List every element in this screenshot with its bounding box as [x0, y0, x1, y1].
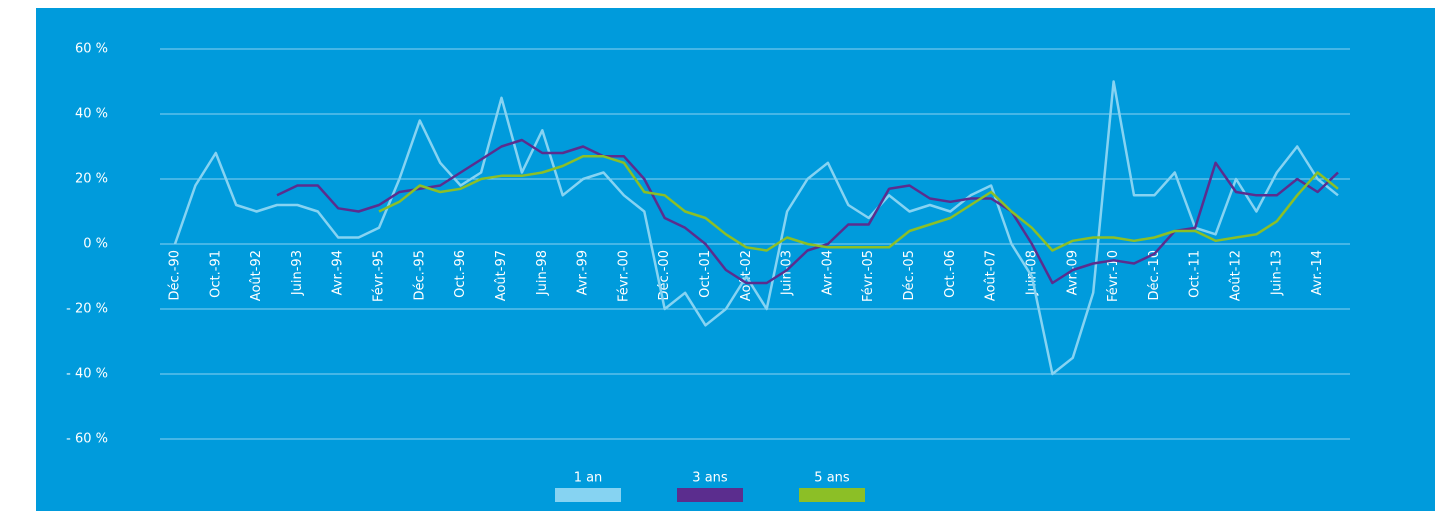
x-tick-label: Déc.-95: [412, 250, 427, 301]
x-tick-label: Avr.-14: [1310, 250, 1325, 295]
x-tick-label: Juin-08: [1024, 250, 1039, 296]
y-tick-label: 60 %: [75, 42, 108, 57]
y-tick-label: - 60 %: [66, 432, 108, 447]
x-tick-label: Févr.-10: [1106, 250, 1121, 302]
x-tick-label: Août-92: [249, 250, 264, 301]
chart-background: [36, 8, 1435, 511]
x-tick-label: Août-97: [494, 250, 509, 301]
x-tick-label: Août-07: [984, 250, 999, 301]
x-tick-label: Août-12: [1228, 250, 1243, 301]
line-series: [173, 80, 1339, 376]
legend-swatch: [799, 488, 865, 502]
y-tick-label: 20 %: [75, 172, 108, 187]
x-tick-label: Juin-03: [780, 250, 795, 296]
x-tick-label: Oct.-01: [698, 250, 713, 298]
x-tick-label: Févr.-95: [372, 250, 387, 302]
y-tick-label: 0 %: [83, 237, 108, 252]
x-tick-label: Févr.-05: [861, 250, 876, 302]
legend-label: 1 an: [574, 471, 603, 486]
x-tick-label: Avr.-99: [576, 250, 591, 295]
x-tick-label: Avr.-94: [331, 250, 346, 295]
x-tick-label: Juin-93: [290, 250, 305, 296]
y-tick-label: 40 %: [75, 107, 108, 122]
x-tick-label: Déc.-05: [902, 250, 917, 301]
y-tick-label: - 40 %: [66, 367, 108, 382]
legend-label: 3 ans: [692, 471, 728, 486]
legend-swatch: [677, 488, 743, 502]
line-series: [378, 155, 1339, 252]
legend-label: 5 ans: [814, 471, 850, 486]
x-tick-label: Déc.-10: [1147, 250, 1162, 301]
x-tick-label: Avr.-04: [820, 250, 835, 295]
x-tick-label: Oct.-96: [453, 250, 468, 298]
x-tick-label: Oct.-06: [943, 250, 958, 298]
line-series: [276, 138, 1339, 285]
x-tick-label: Juin-98: [535, 250, 550, 296]
x-tick-label: Avr.-09: [1065, 250, 1080, 295]
y-tick-label: - 20 %: [66, 302, 108, 317]
x-tick-label: Juin-13: [1269, 250, 1284, 296]
legend-swatch: [555, 488, 621, 502]
x-tick-label: Déc.-00: [657, 250, 672, 301]
x-tick-label: Oct.-11: [1188, 250, 1203, 298]
x-tick-label: Oct.-91: [208, 250, 223, 298]
x-tick-label: Déc.-90: [168, 250, 183, 301]
x-tick-label: Févr.-00: [616, 250, 631, 302]
